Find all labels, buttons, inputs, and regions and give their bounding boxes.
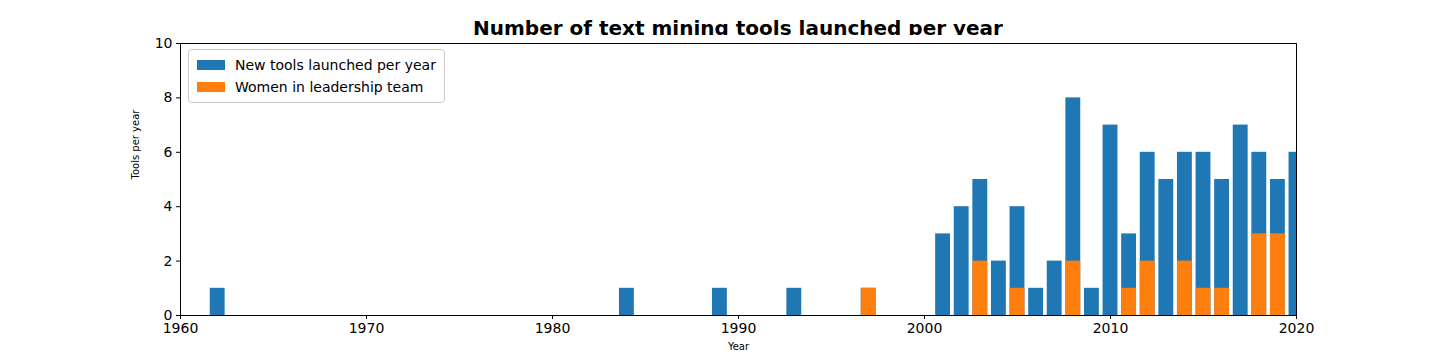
svg-text:4: 4 bbox=[164, 198, 173, 214]
svg-text:1980: 1980 bbox=[535, 320, 571, 336]
html-text:New tools launched per year: New tools launched per year bbox=[235, 57, 436, 73]
svg-text:2000: 2000 bbox=[907, 320, 943, 336]
svg-text:1990: 1990 bbox=[721, 320, 757, 336]
svg-text:8: 8 bbox=[164, 89, 173, 105]
svg-text:Year: Year bbox=[727, 341, 750, 352]
svg-text:Tools per year: Tools per year bbox=[130, 109, 141, 181]
svg-text:1960: 1960 bbox=[162, 320, 199, 337]
html-text:Women in leadership team: Women in leadership team bbox=[235, 79, 424, 95]
svg-text:6: 6 bbox=[164, 144, 173, 160]
svg-text:10: 10 bbox=[155, 35, 173, 51]
svg-text:1970: 1970 bbox=[349, 320, 385, 336]
svg-text:2: 2 bbox=[164, 253, 173, 269]
svg-text:2010: 2010 bbox=[1093, 320, 1129, 336]
svg-text:0: 0 bbox=[164, 307, 173, 323]
html-text:Number of text mining tools la: Number of text mining tools launched per… bbox=[473, 16, 1003, 40]
svg-text:2020: 2020 bbox=[1279, 320, 1315, 336]
